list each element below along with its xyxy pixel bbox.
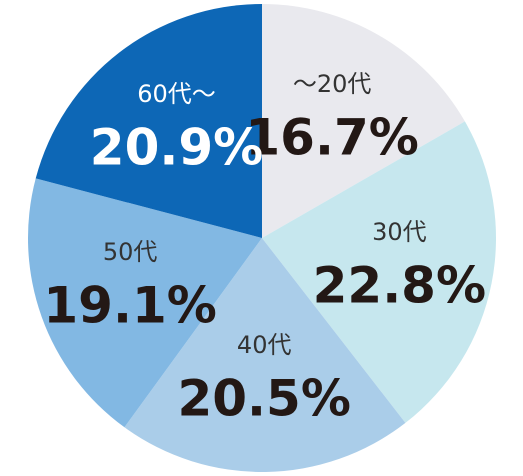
slice-value-label: 16.7%	[245, 108, 418, 166]
slice-value-label: 20.5%	[177, 369, 350, 427]
slice-value-label: 19.1%	[43, 277, 216, 335]
pie-slice	[262, 121, 497, 423]
slice-category: 50代	[103, 238, 158, 266]
pie-slice	[262, 4, 465, 238]
pie-slice	[124, 238, 406, 472]
slice-value-label: 22.8%	[313, 257, 486, 315]
pie-slice	[28, 178, 262, 428]
slice-category: 60代〜	[137, 80, 216, 108]
slice-value-label: 20.9%	[90, 119, 263, 177]
pie-slice	[35, 4, 263, 238]
slice-category: 〜20代	[293, 70, 372, 98]
slice-category: 40代	[237, 331, 292, 359]
slice-category: 30代	[372, 218, 427, 246]
